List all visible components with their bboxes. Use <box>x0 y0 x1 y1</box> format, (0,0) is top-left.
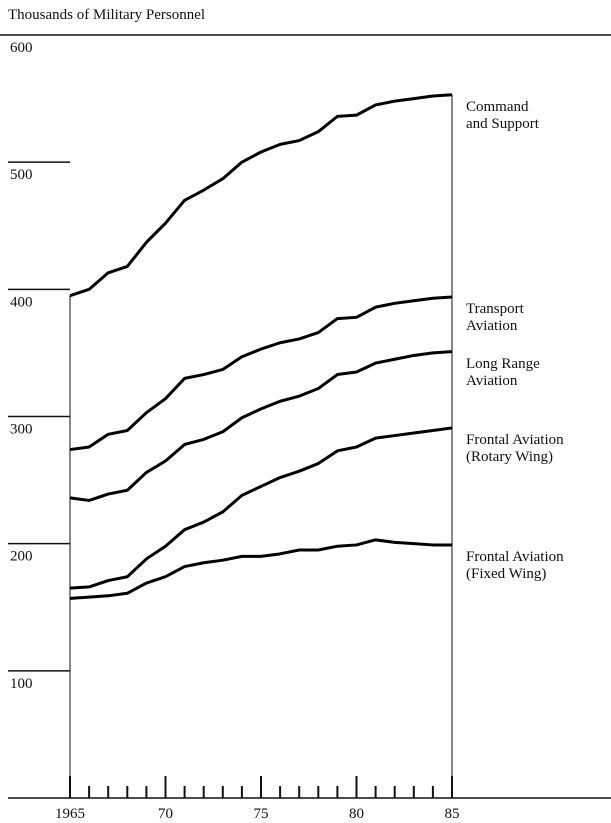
series-line <box>69 295 453 452</box>
x-tick-label: 70 <box>158 806 173 822</box>
y-tick-label: 300 <box>10 422 33 438</box>
series-label: Command and Support <box>466 98 539 132</box>
x-tick-label: 1965 <box>55 806 85 822</box>
y-tick-label: 500 <box>10 167 33 183</box>
y-tick-label: 600 <box>10 40 33 56</box>
x-tick-label: 85 <box>445 806 460 822</box>
series-label: Frontal Aviation (Fixed Wing) <box>466 548 564 582</box>
series-label: Long Range Aviation <box>466 355 540 389</box>
series-line <box>69 93 453 298</box>
series-label: Transport Aviation <box>466 300 524 334</box>
y-tick-label: 200 <box>10 549 33 565</box>
series-line <box>69 350 453 502</box>
series-line <box>69 426 453 590</box>
chart-title: Thousands of Military Personnel <box>8 7 205 23</box>
x-tick-label: 75 <box>254 806 269 822</box>
x-tick-label: 80 <box>349 806 364 822</box>
y-tick-label: 100 <box>10 676 33 692</box>
y-tick-label: 400 <box>10 294 33 310</box>
series-line <box>69 538 452 600</box>
series-label: Frontal Aviation (Rotary Wing) <box>466 431 564 465</box>
